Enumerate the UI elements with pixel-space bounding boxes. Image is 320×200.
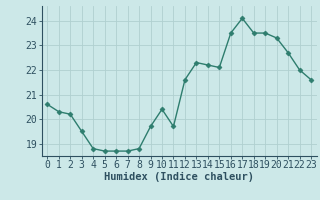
X-axis label: Humidex (Indice chaleur): Humidex (Indice chaleur) [104,172,254,182]
